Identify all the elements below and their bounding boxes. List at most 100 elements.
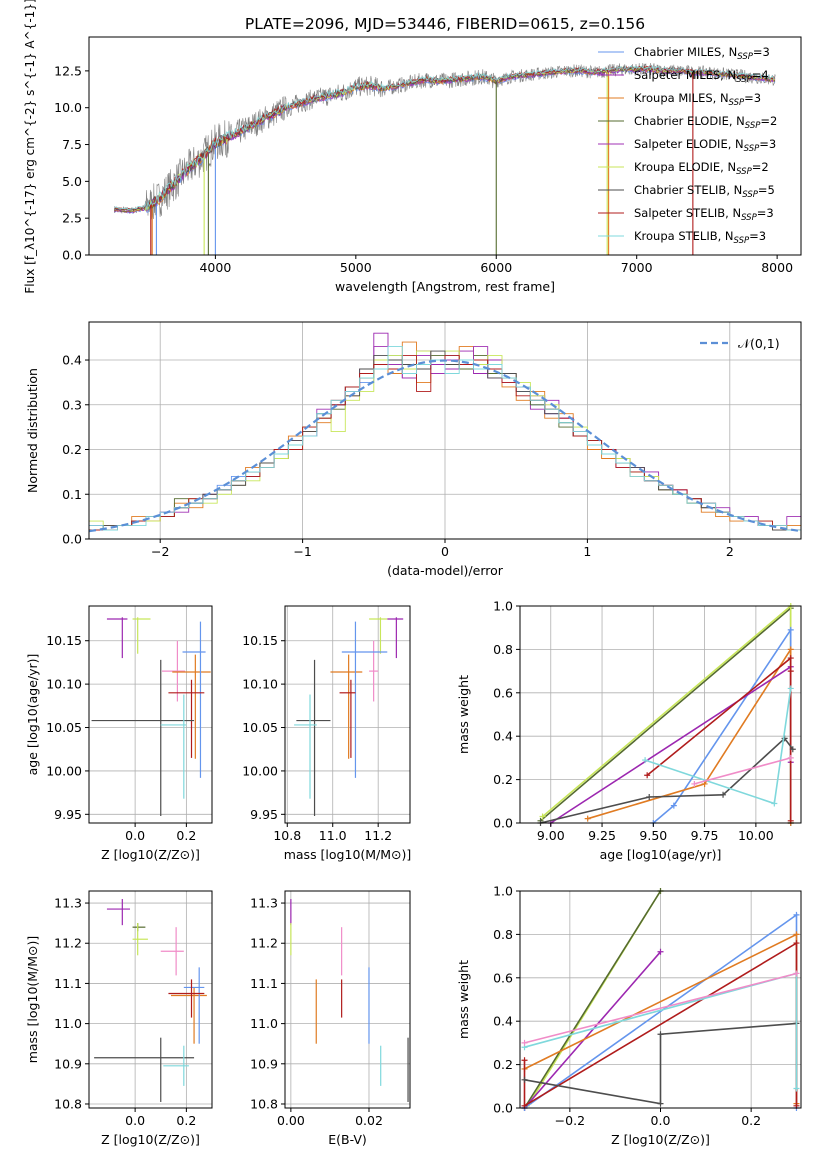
weight-marker [787,685,794,692]
x-tick-label: 0.00 [277,1113,305,1128]
legend-main: Kroupa STELIB, N [634,229,734,243]
legend-sub: SSP [744,144,760,154]
weight-marker [793,970,800,977]
legend-label: Chabrier ELODIE, NSSP=2 [634,114,777,131]
x-tick-label: 10.00 [738,828,774,843]
weight-marker [787,626,794,633]
legend-label: Kroupa MILES, NSSP=3 [634,91,761,108]
y-tick-label: 5.0 [62,174,82,189]
legend-tail: =2 [760,114,777,128]
y-tick-label: 1.0 [493,884,513,899]
y-tick-label: 1.0 [493,599,513,614]
y-axis-label: age [log10(age/yr)] [25,654,40,776]
weight-marker [670,802,677,809]
x-axis-label: age [log10(age/yr)] [600,847,722,862]
axes-frame [88,36,802,256]
y-axis-label: mass weight [456,960,471,1039]
x-tick-label: 11.0 [319,828,347,843]
figure-title: PLATE=2096, MJD=53446, FIBERID=0615, z=0… [245,15,645,33]
weight-marker [646,793,653,800]
y-axis-label: mass [log10(M/M⊙)] [25,936,40,1064]
y-tick-label: 10.00 [242,763,278,778]
x-tick-label: 7000 [621,260,653,275]
y-tick-label: 0.4 [493,729,513,744]
axes-frame [284,605,411,824]
x-axis-label: Z [log10(Z/Z⊙)] [611,1132,710,1147]
y-tick-label: 10.05 [242,720,278,735]
weight_vs_Z-panel: −0.2 0.0 0.2 0.0 0.2 0.4 0.6 0.8 1.0 Z [log10(Z/Z… [456,884,802,1147]
weight-marker [657,1031,664,1038]
x-tick-label: 0.2 [741,1113,761,1128]
legend-label: 𝒩(0,1) [738,336,780,351]
legend-tail: =3 [759,137,776,151]
y-tick-label: 10.15 [46,633,82,648]
legend-sub: SSP [742,190,758,200]
weight-marker [539,813,546,820]
mass_vs_ebv-panel: 0.00 0.02 10.8 10.9 11.0 11.1 11.2 11.3 E(B-V) [250,890,411,1147]
weight-marker [793,940,800,947]
legend-main: Salpeter MILES, N [634,68,736,82]
legend-tail: =5 [758,183,775,197]
y-axis-label: Flux [f_λ10^{-17} erg cm^{-2} s^{-1} A^{… [23,0,37,294]
y-tick-label: 2.5 [62,211,82,226]
x-tick-label: −2 [151,544,169,559]
y-axis-label: mass weight [456,675,471,754]
y-tick-label: 7.5 [62,137,82,152]
y-tick-label: 10.10 [242,677,278,692]
y-tick-label: 0.3 [62,397,82,412]
x-tick-label: 9.50 [639,828,667,843]
weight-marker [584,815,591,822]
x-axis-label: Z [log10(Z/Z⊙)] [101,1132,200,1147]
y-tick-label: 0.0 [493,1101,513,1116]
legend-tail: =2 [752,160,769,174]
y-tick-label: 9.95 [54,807,82,822]
model-line [113,65,776,210]
y-tick-label: 11.0 [54,1016,82,1031]
y-tick-label: 0.2 [493,772,513,787]
legend-label: Chabrier STELIB, NSSP=5 [634,183,775,200]
weight-line [523,951,662,1109]
weight-marker [787,668,794,675]
x-tick-label: 0.0 [125,1113,145,1128]
legend-label: Salpeter MILES, NSSP=4 [634,68,769,85]
x-tick-label: 2 [726,544,734,559]
x-tick-label: −1 [293,544,311,559]
x-tick-label: −0.2 [555,1113,585,1128]
legend-main: Chabrier MILES, N [634,45,737,59]
x-axis-label: Z [log10(Z/Z⊙)] [101,847,200,862]
y-tick-label: 11.2 [250,936,278,951]
legend-tail: =3 [753,45,770,59]
x-tick-label: 8000 [761,260,793,275]
legend-sub: SSP [741,213,757,223]
legend-tail: =3 [744,91,761,105]
x-tick-label: 0.0 [125,828,145,843]
y-tick-label: 0.8 [493,642,513,657]
legend-main: Salpeter ELODIE, N [634,137,744,151]
weight-marker [787,655,794,662]
x-tick-label: 5000 [340,260,372,275]
x-tick-label: 0.0 [651,1113,671,1128]
y-tick-label: 11.1 [54,976,82,991]
y-tick-label: 0.6 [493,685,513,700]
weight-marker [521,1076,528,1083]
y-tick-label: 0.2 [493,1057,513,1072]
model-line [113,66,776,211]
legend-sub: SSP [737,52,753,62]
weight-marker [789,746,796,753]
weight-marker [642,757,649,764]
y-tick-label: 12.5 [54,63,82,78]
weight-line [524,1022,797,1105]
age_vs_Z-panel: 0.0 0.2 9.95 10.00 10.05 10.10 10.15 Z [log10(Z… [25,605,213,862]
y-tick-label: 0.0 [493,816,513,831]
weight-marker [787,754,794,761]
y-tick-label: 10.9 [54,1056,82,1071]
y-tick-label: 10.00 [46,763,82,778]
weight-marker [691,780,698,787]
weight-marker [521,1057,528,1064]
legend-tail: =3 [749,229,766,243]
histogram-step [88,346,801,539]
spectrum-plot-area [113,62,776,255]
y-tick-label: 0.0 [62,248,82,263]
y-tick-label: 11.3 [250,896,278,911]
